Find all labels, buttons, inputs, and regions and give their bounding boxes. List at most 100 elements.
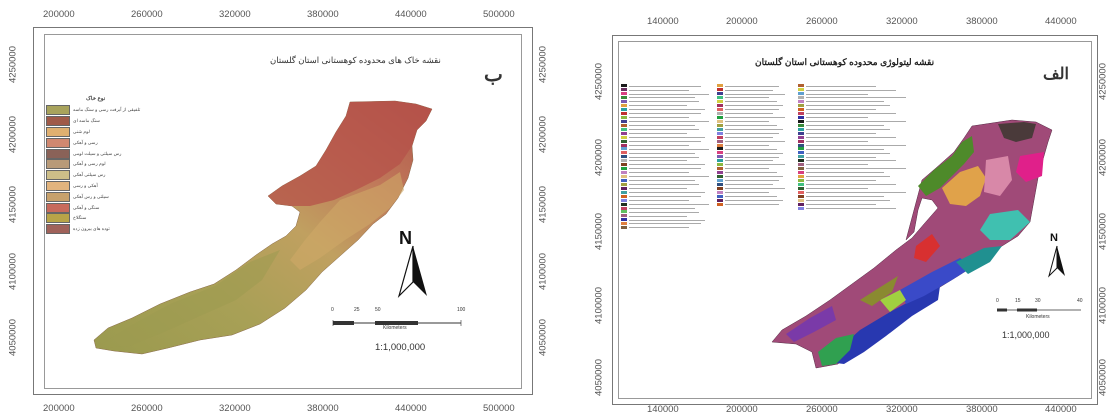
litho-legend-swatch <box>717 198 723 202</box>
litho-legend-swatch <box>717 84 723 88</box>
litho-x-tick-bottom: 380000 <box>966 404 998 415</box>
litho-legend-swatch <box>621 139 627 143</box>
litho-legend-swatch <box>621 175 627 179</box>
soil-legend-item: سیلتی و رس آهکی <box>46 191 140 202</box>
litho-legend-swatch <box>621 190 627 194</box>
litho-legend-item <box>798 167 906 171</box>
litho-legend-item <box>621 131 709 135</box>
litho-legend-label <box>806 93 868 95</box>
litho-legend-label <box>629 172 689 173</box>
litho-x-tick-bottom: 140000 <box>647 404 679 415</box>
soil-legend-swatch <box>46 116 70 127</box>
litho-legend-swatch <box>798 96 804 100</box>
soil-scale-tick: 25 <box>354 307 360 313</box>
litho-legend-label <box>725 125 777 126</box>
litho-x-tick-top: 380000 <box>966 16 998 27</box>
litho-legend-item <box>798 182 906 186</box>
litho-legend-item <box>621 210 709 214</box>
litho-legend-label <box>629 219 705 221</box>
litho-legend-label <box>806 199 890 201</box>
litho-legend-item <box>621 214 709 218</box>
litho-legend-swatch <box>621 143 627 147</box>
litho-legend-item <box>621 194 709 198</box>
litho-legend-swatch <box>717 123 723 127</box>
north-arrow-icon <box>1048 245 1065 278</box>
litho-legend-label <box>725 203 779 205</box>
litho-legend-swatch <box>717 202 723 206</box>
litho-legend-label <box>629 184 699 185</box>
litho-legend-item <box>621 202 709 206</box>
litho-legend-swatch <box>621 206 627 210</box>
litho-legend-label <box>806 207 896 209</box>
litho-legend-label <box>725 97 769 99</box>
litho-legend-swatch <box>717 88 723 92</box>
litho-legend-label <box>629 144 689 146</box>
litho-legend-label <box>806 191 906 193</box>
litho-legend-swatch <box>621 182 627 186</box>
litho-legend-swatch <box>621 222 627 226</box>
litho-region-blue-2 <box>900 258 974 304</box>
litho-x-tick-top: 260000 <box>806 16 838 27</box>
litho-legend-label <box>629 132 687 134</box>
soil-legend-label: رس سیلتی آهکی <box>73 172 106 178</box>
litho-legend-label <box>629 199 689 201</box>
litho-legend-swatch <box>798 147 804 151</box>
litho-legend-label <box>629 168 701 169</box>
litho-legend-swatch <box>798 108 804 112</box>
litho-legend-item <box>798 202 906 206</box>
litho-legend-label <box>629 191 705 193</box>
litho-legend-item <box>717 163 785 167</box>
soil-legend-swatch <box>46 202 70 213</box>
litho-legend-label <box>806 109 876 110</box>
litho-legend-swatch <box>798 88 804 92</box>
litho-legend-swatch <box>798 92 804 96</box>
litho-legend-swatch <box>717 186 723 190</box>
litho-legend-item <box>621 175 709 179</box>
litho-legend-swatch <box>798 155 804 159</box>
litho-legend-swatch <box>798 163 804 167</box>
litho-legend-swatch <box>717 115 723 119</box>
litho-legend-item <box>798 84 906 88</box>
litho-legend-item <box>798 163 906 167</box>
litho-legend-swatch <box>798 202 804 206</box>
litho-legend-swatch <box>717 112 723 116</box>
litho-legend-swatch <box>717 167 723 171</box>
litho-legend-item <box>798 131 906 135</box>
litho-legend-label <box>629 109 705 110</box>
litho-legend-item <box>798 147 906 151</box>
litho-legend-label <box>725 136 773 138</box>
litho-legend-item <box>717 131 785 135</box>
litho-x-tick-bottom: 320000 <box>886 404 918 415</box>
litho-legend-label <box>806 144 906 146</box>
litho-legend-label <box>725 176 783 177</box>
soil-map-panel: 200000 260000 320000 380000 440000 50000… <box>8 9 549 414</box>
soil-legend-swatch <box>46 105 70 116</box>
litho-legend-label <box>725 113 773 114</box>
litho-legend-label <box>629 195 701 197</box>
litho-scale-tick: 0 <box>996 298 999 304</box>
litho-legend-swatch <box>717 159 723 163</box>
litho-legend-swatch <box>621 96 627 100</box>
litho-legend-label <box>806 164 868 166</box>
litho-legend-item <box>717 119 785 123</box>
litho-legend-label <box>806 140 868 142</box>
litho-legend-item <box>798 159 906 163</box>
litho-legend-swatch <box>798 104 804 108</box>
litho-legend-item <box>717 104 785 108</box>
litho-legend-label <box>629 128 699 130</box>
litho-legend-item <box>621 127 709 131</box>
litho-legend-item <box>798 108 906 112</box>
litho-legend-col-2 <box>717 84 785 206</box>
litho-region-green-top <box>918 136 974 196</box>
litho-legend-swatch <box>621 163 627 167</box>
litho-legend-item <box>717 84 785 88</box>
litho-legend-label <box>806 113 896 114</box>
litho-legend-swatch <box>621 202 627 206</box>
litho-legend-item <box>621 88 709 92</box>
litho-legend-item <box>621 178 709 183</box>
litho-legend-item <box>798 135 906 139</box>
litho-legend-label <box>806 97 906 99</box>
litho-legend-item <box>717 143 785 147</box>
litho-legend-item <box>717 127 785 131</box>
litho-map-letter: الف <box>1043 64 1069 83</box>
